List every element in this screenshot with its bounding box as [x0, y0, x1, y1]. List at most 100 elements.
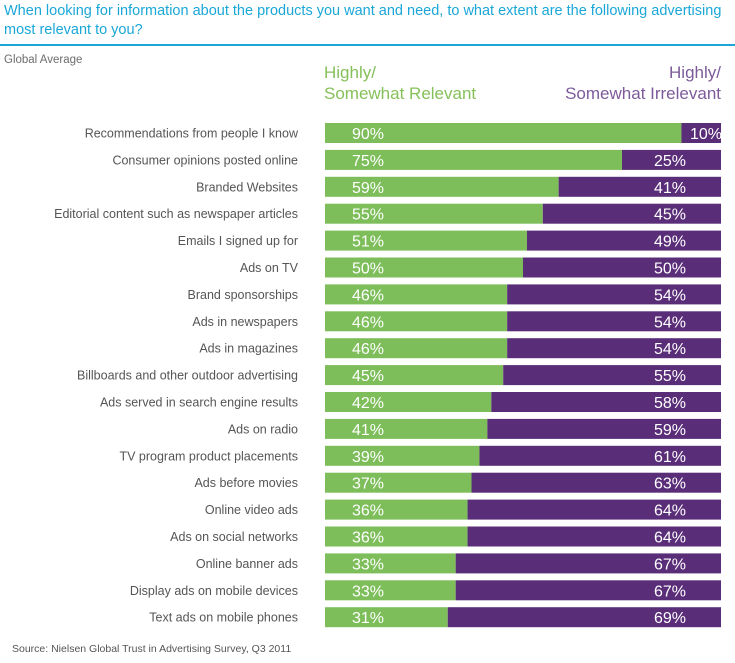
bar-row: Ads on social networks 36% 64% [170, 526, 721, 547]
legend-irrelevant-line2: Somewhat Irrelevant [565, 84, 721, 103]
value-label-irrelevant: 10% [690, 126, 722, 143]
value-label-irrelevant: 59% [654, 422, 686, 439]
category-label: Online banner ads [196, 557, 298, 571]
value-label-irrelevant: 55% [654, 368, 686, 385]
value-label-relevant: 59% [352, 180, 384, 197]
bar-segment-irrelevant [507, 284, 721, 305]
category-label: Brand sponsorships [188, 288, 298, 302]
value-label-relevant: 33% [352, 556, 384, 573]
value-label-irrelevant: 54% [654, 314, 686, 331]
bar-segment-irrelevant [455, 553, 721, 574]
category-label: Ads served in search engine results [100, 396, 298, 410]
bar-row: Ads on TV 50% 50% [240, 257, 721, 278]
source-note: Source: Nielsen Global Trust in Advertis… [12, 643, 292, 655]
value-label-relevant: 36% [352, 530, 384, 547]
bar-segment-irrelevant [487, 418, 721, 439]
bar-row: Display ads on mobile devices 33% 67% [130, 580, 721, 601]
value-label-relevant: 75% [352, 153, 384, 170]
bar-segment-irrelevant [491, 392, 721, 412]
legend-relevant-line1: Highly/ [324, 63, 376, 82]
category-label: TV program product placements [119, 449, 298, 463]
value-label-irrelevant: 54% [654, 287, 686, 304]
bar-row: Online video ads 36% 64% [205, 499, 721, 520]
value-label-irrelevant: 50% [654, 261, 686, 278]
bar-segment-irrelevant [526, 230, 721, 251]
value-label-relevant: 46% [352, 341, 384, 358]
category-label: Ads on radio [228, 422, 298, 436]
value-label-relevant: 39% [352, 449, 384, 466]
category-label: Ads before movies [194, 476, 298, 490]
bar-segment-relevant [325, 311, 508, 332]
bar-segment-irrelevant [558, 176, 721, 197]
category-label: Consumer opinions posted online [112, 153, 298, 167]
value-label-irrelevant: 54% [654, 341, 686, 358]
value-label-irrelevant: 58% [654, 395, 686, 412]
bar-row: Ads in newspapers 46% 54% [192, 311, 721, 332]
value-label-relevant: 90% [352, 126, 384, 143]
category-label: Branded Websites [196, 180, 298, 194]
value-label-irrelevant: 63% [654, 476, 686, 493]
category-label: Billboards and other outdoor advertising [77, 369, 298, 383]
value-label-relevant: 41% [352, 422, 384, 439]
bar-segment-irrelevant [507, 338, 721, 359]
title-divider [0, 44, 735, 46]
legend-relevant: Highly/ Somewhat Relevant [324, 62, 476, 104]
value-label-irrelevant: 45% [654, 207, 686, 224]
category-label: Ads in newspapers [192, 315, 298, 329]
bar-segment-relevant [325, 149, 622, 170]
bar-segment-irrelevant [471, 472, 721, 493]
bar-segment-relevant [325, 472, 472, 493]
value-label-relevant: 55% [352, 207, 384, 224]
bar-row: Ads served in search engine results 42% 58… [100, 392, 721, 412]
value-label-irrelevant: 25% [654, 153, 686, 170]
bar-segment-irrelevant [467, 499, 721, 520]
value-label-irrelevant: 69% [654, 610, 686, 627]
bar-segment-irrelevant [507, 311, 721, 332]
bar-segment-relevant [325, 284, 508, 305]
category-label: Ads on TV [240, 261, 299, 275]
bar-row: Text ads on mobile phones 31% 69% [149, 607, 721, 628]
category-label: Display ads on mobile devices [130, 584, 298, 598]
value-label-irrelevant: 64% [654, 530, 686, 547]
legend-relevant-line2: Somewhat Relevant [324, 84, 477, 103]
bar-segment-relevant [325, 418, 488, 439]
bar-row: Consumer opinions posted online 75% 25% [112, 149, 721, 170]
bar-segment-relevant [325, 526, 468, 547]
bar-segment-irrelevant [681, 123, 721, 143]
bar-row: Online banner ads 33% 67% [196, 553, 721, 574]
category-label: Online video ads [205, 503, 298, 517]
value-label-relevant: 31% [352, 610, 384, 627]
bar-segment-relevant [325, 499, 468, 520]
chart-subtitle: Global Average [4, 54, 83, 66]
value-label-relevant: 51% [352, 234, 384, 251]
bar-segment-irrelevant [447, 607, 721, 628]
bar-segment-relevant [325, 365, 504, 386]
bar-segment-relevant [325, 203, 543, 224]
bar-segment-irrelevant [503, 365, 721, 386]
bar-segment-relevant [325, 392, 492, 412]
bar-segment-relevant [325, 123, 682, 143]
category-label: Ads in magazines [199, 342, 298, 356]
category-label: Ads on social networks [170, 530, 298, 544]
bar-segment-relevant [325, 580, 456, 601]
bar-segment-relevant [325, 553, 456, 574]
value-label-irrelevant: 67% [654, 583, 686, 600]
bar-row: Billboards and other outdoor advertising… [77, 365, 721, 386]
value-label-irrelevant: 49% [654, 234, 686, 251]
value-label-irrelevant: 61% [654, 449, 686, 466]
value-label-relevant: 45% [352, 368, 384, 385]
value-label-irrelevant: 64% [654, 503, 686, 520]
bar-segment-relevant [325, 230, 527, 251]
chart-title: When looking for information about the p… [4, 3, 722, 38]
bar-segment-relevant [325, 257, 523, 278]
value-label-relevant: 36% [352, 503, 384, 520]
value-label-irrelevant: 67% [654, 556, 686, 573]
bar-segment-relevant [325, 176, 559, 197]
bar-segment-irrelevant [479, 445, 721, 466]
legend-irrelevant-line1: Highly/ [669, 63, 721, 82]
value-label-relevant: 46% [352, 287, 384, 304]
bar-segment-irrelevant [622, 149, 721, 170]
bar-row: Ads on radio 41% 59% [228, 418, 721, 439]
value-label-relevant: 46% [352, 314, 384, 331]
